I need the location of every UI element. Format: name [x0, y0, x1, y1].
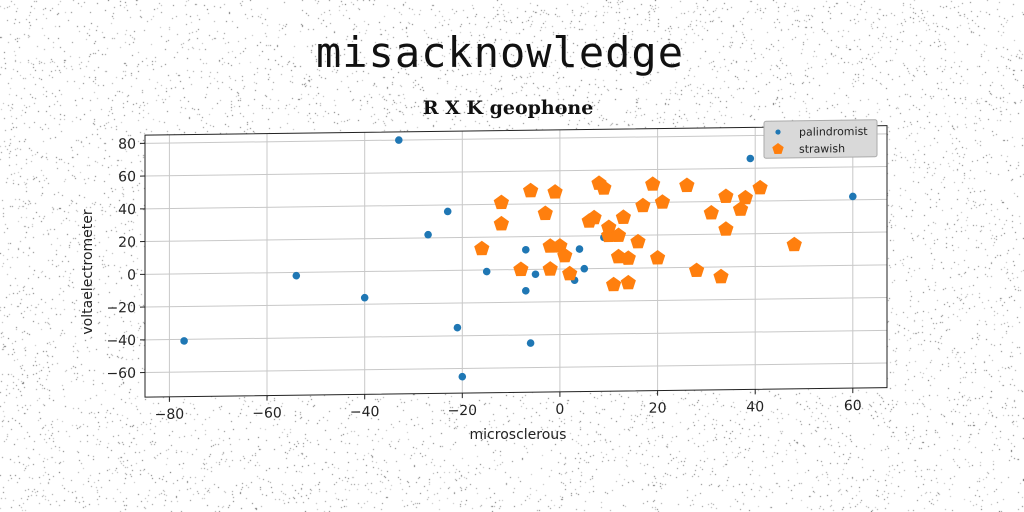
point-strawish: [601, 227, 617, 243]
plot-frame: [144, 125, 888, 398]
point-strawish: [610, 227, 627, 243]
y-gridline: [145, 297, 887, 308]
point-strawish: [615, 209, 631, 224]
point-strawish: [689, 262, 705, 278]
y-tick-label: 0: [127, 267, 136, 283]
point-strawish: [654, 194, 671, 209]
data-points: [180, 136, 857, 381]
point-strawish: [537, 205, 553, 221]
point-strawish: [630, 233, 646, 249]
y-tick-label: −20: [106, 300, 136, 316]
point-strawish: [542, 261, 558, 276]
point-strawish: [718, 188, 734, 203]
point-strawish: [620, 274, 636, 290]
point-palindromist: [180, 337, 188, 345]
y-gridline: [145, 329, 887, 341]
point-strawish: [586, 209, 602, 225]
y-axis-label: voltaelectrometer: [80, 209, 96, 334]
chart-title: R X K geophone: [423, 97, 594, 119]
point-strawish: [752, 179, 768, 195]
legend-label-palindromist: palindromist: [799, 125, 868, 139]
x-axis-label: microsclerous: [470, 427, 567, 443]
point-palindromist: [482, 267, 491, 276]
y-gridline: [145, 133, 887, 144]
point-palindromist: [522, 245, 530, 254]
point-palindromist: [746, 154, 755, 163]
point-strawish: [562, 265, 578, 281]
legend-marker-strawish: [772, 143, 784, 154]
x-tick-label: 40: [746, 399, 764, 415]
point-strawish: [606, 276, 622, 292]
plot-area: [145, 125, 887, 398]
y-tick-label: 80: [118, 136, 136, 152]
point-strawish: [596, 180, 612, 195]
point-strawish: [650, 249, 666, 265]
point-strawish: [718, 221, 734, 236]
point-strawish: [645, 176, 661, 191]
point-strawish: [786, 236, 802, 252]
point-palindromist: [360, 293, 369, 302]
point-palindromist: [395, 136, 403, 144]
y-tick-label: 20: [118, 235, 136, 251]
y-tick-label: −60: [106, 366, 136, 382]
y-gridline: [145, 198, 887, 210]
axis-ticks: −80 −60 −40 −20 0 20 40 60 −60 −40 −20 0 20 40 60 80: [106, 136, 862, 423]
point-palindromist: [849, 192, 857, 201]
point-palindromist: [292, 271, 301, 280]
page-title: misacknowledge: [315, 28, 684, 77]
point-strawish: [635, 197, 651, 213]
point-strawish: [542, 238, 558, 253]
point-palindromist: [453, 323, 462, 332]
point-strawish: [620, 250, 636, 265]
point-strawish: [713, 268, 729, 284]
x-tick-label: 0: [555, 402, 564, 418]
y-gridline: [145, 362, 887, 374]
x-tick-label: −80: [155, 407, 185, 423]
point-palindromist: [531, 270, 540, 279]
point-strawish: [557, 247, 573, 263]
point-palindromist: [526, 339, 535, 347]
x-tick-label: 60: [844, 398, 862, 414]
point-strawish: [703, 204, 719, 220]
point-palindromist: [458, 372, 467, 381]
legend-marker-palindromist: [775, 129, 781, 135]
y-tick-label: 60: [118, 169, 136, 185]
point-strawish: [679, 177, 695, 193]
y-tick-label: 40: [118, 202, 136, 218]
point-palindromist: [424, 230, 432, 239]
y-tick-label: −40: [106, 333, 136, 349]
legend-label-strawish: strawish: [799, 142, 845, 156]
point-palindromist: [580, 264, 589, 273]
point-palindromist: [522, 286, 530, 295]
legend: palindromist strawish: [763, 119, 878, 159]
point-strawish: [737, 189, 753, 205]
legend-box: [763, 119, 878, 159]
point-palindromist: [443, 207, 452, 216]
point-strawish: [513, 261, 529, 277]
point-strawish: [732, 201, 749, 216]
x-tick-label: −20: [448, 403, 478, 419]
x-tick-label: 20: [649, 400, 667, 416]
point-strawish: [523, 182, 539, 198]
x-tick-label: −60: [252, 405, 282, 421]
point-strawish: [474, 240, 490, 256]
point-strawish: [493, 215, 509, 231]
point-strawish: [493, 194, 509, 210]
point-strawish: [547, 184, 563, 199]
x-tick-label: −40: [350, 404, 380, 420]
point-palindromist: [575, 245, 584, 253]
y-gridline: [145, 231, 887, 243]
y-gridline: [145, 166, 887, 177]
